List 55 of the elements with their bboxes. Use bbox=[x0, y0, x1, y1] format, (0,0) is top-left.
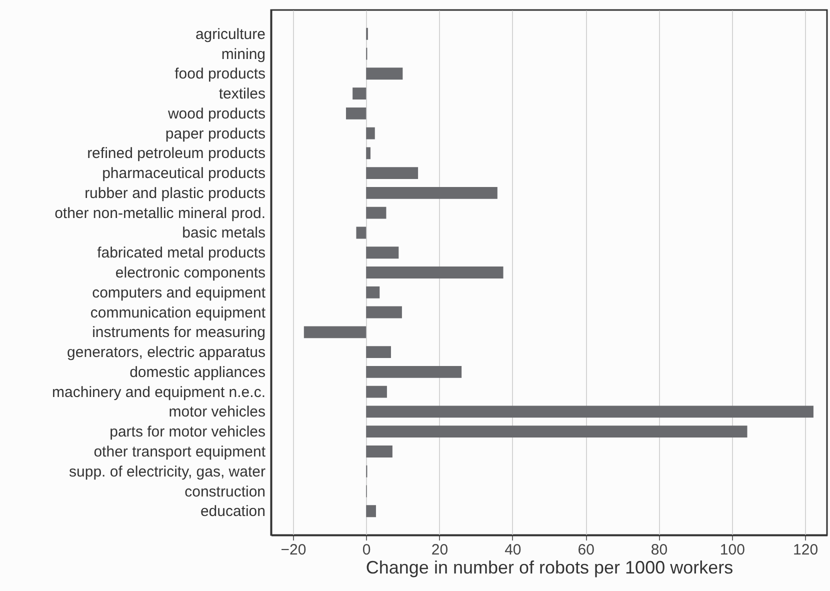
x-tick-label: 0 bbox=[362, 542, 371, 558]
y-tick-label: pharmaceutical products bbox=[102, 165, 266, 182]
bar bbox=[366, 147, 370, 160]
x-axis-title: Change in number of robots per 1000 workers bbox=[366, 558, 734, 578]
bar bbox=[366, 246, 399, 259]
bar bbox=[366, 505, 376, 518]
bar bbox=[366, 446, 392, 458]
y-tick-label: wood products bbox=[166, 105, 266, 122]
y-tick-label: supp. of electricity, gas, water bbox=[69, 463, 266, 480]
y-tick-label: paper products bbox=[165, 125, 266, 142]
bar bbox=[366, 167, 418, 180]
bar bbox=[366, 306, 402, 318]
bar bbox=[366, 127, 375, 140]
bar bbox=[366, 406, 814, 418]
bar bbox=[366, 286, 380, 298]
y-tick-label: computers and equipment bbox=[92, 284, 266, 302]
y-tick-label: instruments for measuring bbox=[92, 324, 266, 342]
bar bbox=[356, 226, 366, 239]
bar bbox=[346, 107, 366, 120]
bar bbox=[366, 206, 386, 219]
bar bbox=[366, 346, 391, 358]
x-tick-label: −20 bbox=[280, 542, 306, 558]
y-tick-label: other non-metallic mineral prod. bbox=[54, 204, 266, 222]
bar bbox=[366, 266, 504, 278]
y-tick-label: domestic appliances bbox=[130, 364, 266, 381]
y-tick-label: machinery and equipment n.e.c. bbox=[52, 384, 266, 401]
bar bbox=[304, 326, 366, 338]
bar bbox=[366, 68, 403, 80]
y-tick-label: motor vehicles bbox=[168, 404, 266, 421]
y-tick-label: agriculture bbox=[195, 26, 266, 43]
y-tick-label: mining bbox=[221, 46, 266, 63]
y-tick-label: refined petroleum products bbox=[87, 145, 266, 162]
x-tick-label: 120 bbox=[793, 542, 818, 558]
x-tick-label: 80 bbox=[650, 542, 668, 558]
bar bbox=[366, 366, 462, 378]
y-tick-label: food products bbox=[174, 66, 266, 83]
y-tick-label: electronic components bbox=[115, 264, 266, 282]
y-tick-label: basic metals bbox=[182, 224, 266, 242]
bar bbox=[366, 186, 498, 199]
y-tick-label: other transport equipment bbox=[94, 443, 266, 460]
x-tick-label: 40 bbox=[504, 542, 522, 558]
bar bbox=[352, 88, 366, 100]
x-tick-label: 100 bbox=[720, 542, 745, 558]
y-tick-label: education bbox=[200, 503, 266, 520]
y-tick-label: fabricated metal products bbox=[97, 244, 266, 262]
y-tick-label: communication equipment bbox=[90, 304, 266, 322]
x-tick-label: 60 bbox=[578, 542, 594, 558]
bar bbox=[366, 426, 748, 438]
y-tick-label: textiles bbox=[218, 86, 266, 103]
bar bbox=[366, 386, 387, 398]
y-tick-label: generators, electric apparatus bbox=[67, 344, 266, 362]
x-tick-label: 20 bbox=[431, 542, 448, 558]
y-tick-label: rubber and plastic products bbox=[84, 184, 266, 202]
y-tick-label: parts for motor vehicles bbox=[110, 424, 266, 441]
y-tick-label: construction bbox=[184, 483, 266, 500]
